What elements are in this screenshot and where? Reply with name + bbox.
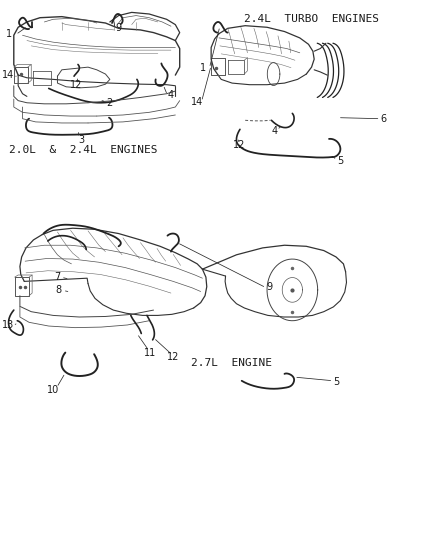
Text: 9: 9 (115, 23, 121, 34)
Text: 5: 5 (337, 156, 343, 166)
Text: 12: 12 (166, 352, 179, 362)
Text: 1: 1 (200, 63, 206, 72)
Text: 13: 13 (2, 320, 14, 330)
Text: 4: 4 (167, 90, 173, 100)
Text: 12: 12 (70, 80, 82, 90)
Text: 2.7L  ENGINE: 2.7L ENGINE (191, 358, 272, 368)
Text: 14: 14 (2, 70, 14, 80)
Text: 3: 3 (78, 135, 85, 145)
Text: 14: 14 (191, 96, 203, 107)
Text: 7: 7 (54, 272, 60, 282)
Text: 1: 1 (6, 29, 12, 39)
Text: 9: 9 (266, 282, 272, 292)
Text: 12: 12 (233, 140, 245, 150)
Text: 8: 8 (56, 286, 62, 295)
Text: 2: 2 (106, 98, 113, 108)
Text: 2.0L  &  2.4L  ENGINES: 2.0L & 2.4L ENGINES (9, 146, 157, 155)
Text: 5: 5 (333, 377, 339, 387)
Text: 2.4L  TURBO  ENGINES: 2.4L TURBO ENGINES (244, 14, 379, 24)
Text: 10: 10 (46, 385, 59, 395)
Text: 6: 6 (381, 114, 387, 124)
Text: 4: 4 (272, 126, 278, 136)
Text: 11: 11 (144, 348, 156, 358)
